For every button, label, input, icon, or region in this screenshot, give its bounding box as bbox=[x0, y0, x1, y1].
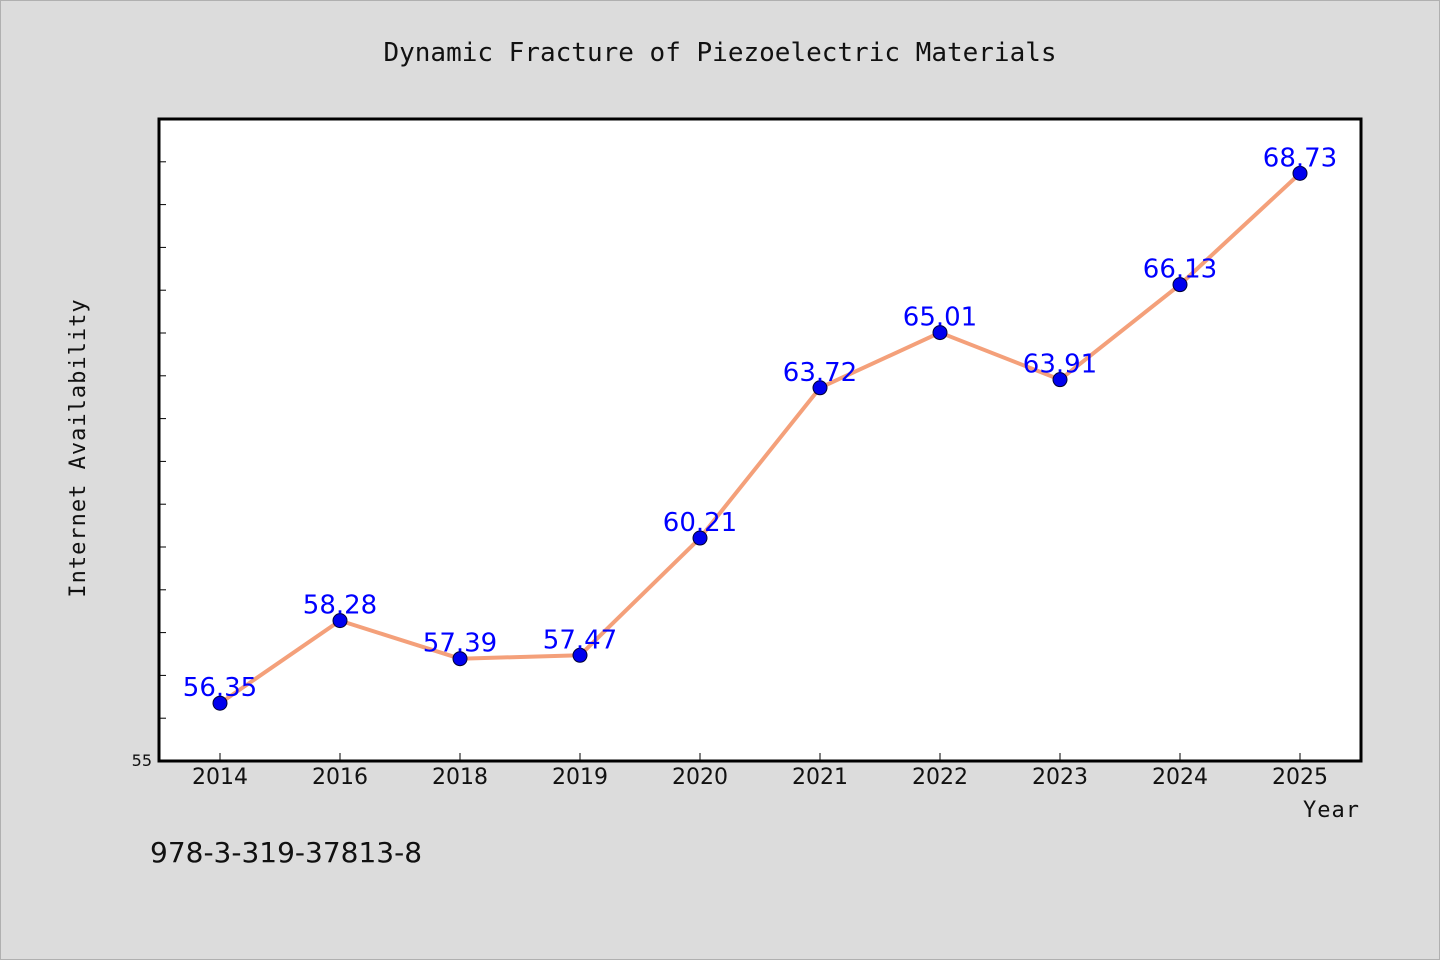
data-point bbox=[332, 613, 348, 629]
data-label: 58.28 bbox=[303, 591, 377, 621]
x-tick-label: 2025 bbox=[1272, 765, 1328, 790]
data-point bbox=[452, 651, 468, 667]
data-point bbox=[1052, 372, 1068, 388]
isbn-caption: 978-3-319-37813-8 bbox=[150, 836, 423, 869]
y-tick-label: 55 bbox=[132, 751, 152, 770]
x-tick-label: 2024 bbox=[1152, 765, 1208, 790]
data-label: 63.72 bbox=[783, 358, 857, 388]
x-tick-label: 2020 bbox=[672, 765, 728, 790]
x-tick-label: 2023 bbox=[1032, 765, 1088, 790]
data-point bbox=[572, 647, 588, 663]
data-label: 65.01 bbox=[903, 303, 977, 333]
data-label: 56.35 bbox=[183, 673, 257, 703]
series-line bbox=[218, 171, 1302, 705]
data-label: 66.13 bbox=[1143, 255, 1217, 285]
data-point bbox=[692, 530, 708, 546]
data-label: 68.73 bbox=[1263, 143, 1337, 173]
x-tick-label: 2018 bbox=[432, 765, 488, 790]
data-point bbox=[1292, 165, 1308, 181]
data-point bbox=[812, 380, 828, 396]
data-label: 60.21 bbox=[663, 508, 737, 538]
x-axis-label: Year bbox=[1303, 798, 1360, 823]
data-label: 57.39 bbox=[423, 629, 497, 659]
plot-area bbox=[157, 117, 1363, 763]
data-point bbox=[212, 695, 228, 711]
data-label: 57.47 bbox=[543, 625, 617, 655]
x-tick-label: 2022 bbox=[912, 765, 968, 790]
series-group: 56.35 58.28 57.39 57.47 60.21 63.72 65.01 63.91… bbox=[183, 143, 1337, 711]
x-tick-label: 2019 bbox=[552, 765, 608, 790]
data-point bbox=[1172, 277, 1188, 293]
x-tick-label: 2014 bbox=[192, 765, 248, 790]
x-tick-label: 2016 bbox=[312, 765, 368, 790]
y-axis-ticks bbox=[158, 161, 166, 719]
x-tick-label: 2021 bbox=[792, 765, 848, 790]
chart-title: Dynamic Fracture of Piezoelectric Materi… bbox=[383, 38, 1056, 68]
y-axis-label: Internet Availability bbox=[66, 298, 91, 597]
data-point bbox=[932, 325, 948, 341]
data-label: 63.91 bbox=[1023, 350, 1097, 380]
x-axis-ticks: 2014 2016 2018 2019 2020 2021 2022 2023 2024 2025 bbox=[192, 753, 1328, 790]
